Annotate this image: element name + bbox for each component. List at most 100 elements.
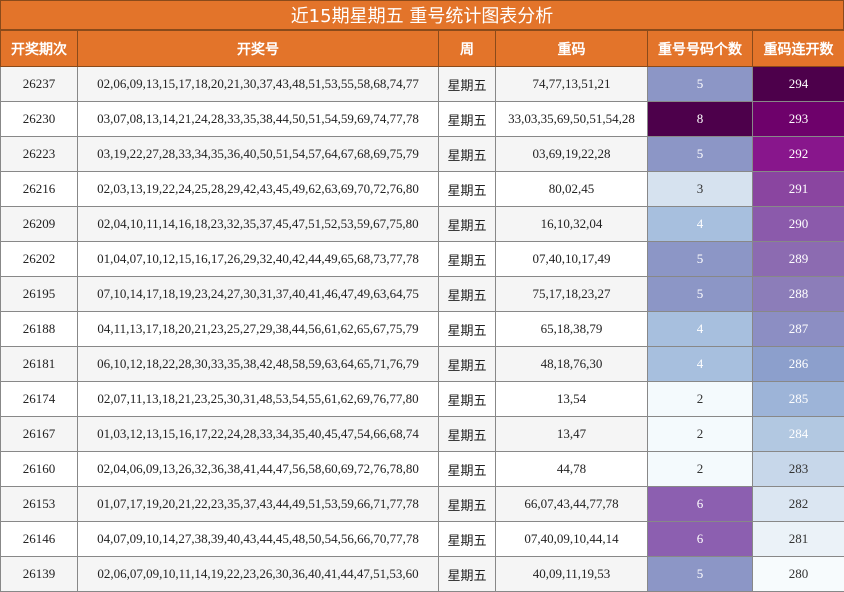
cell-numbers: 03,19,22,27,28,33,34,35,36,40,50,51,54,5… <box>77 136 439 172</box>
cell-streak: 291 <box>752 171 844 207</box>
cell-repeat: 16,10,32,04 <box>495 206 648 242</box>
cell-week: 星期五 <box>438 241 496 277</box>
cell-week: 星期五 <box>438 416 496 452</box>
cell-period: 26195 <box>0 276 78 312</box>
cell-period: 26139 <box>0 556 78 592</box>
cell-streak: 290 <box>752 206 844 242</box>
cell-week: 星期五 <box>438 346 496 382</box>
cell-repeat-count: 5 <box>647 241 753 277</box>
header-week: 周 <box>438 30 496 67</box>
cell-repeat-count: 5 <box>647 136 753 172</box>
cell-numbers: 02,06,07,09,10,11,14,19,22,23,26,30,36,4… <box>77 556 439 592</box>
cell-repeat: 74,77,13,51,21 <box>495 66 648 102</box>
cell-repeat-count: 2 <box>647 451 753 487</box>
cell-period: 26160 <box>0 451 78 487</box>
cell-repeat: 75,17,18,23,27 <box>495 276 648 312</box>
cell-period: 26181 <box>0 346 78 382</box>
cell-period: 26216 <box>0 171 78 207</box>
table-row: 26153 01,07,17,19,20,21,22,23,35,37,43,44… <box>0 486 844 522</box>
table-body: 26237 02,06,09,13,15,17,18,20,21,30,37,43… <box>0 66 844 592</box>
cell-repeat: 03,69,19,22,28 <box>495 136 648 172</box>
cell-numbers: 02,04,06,09,13,26,32,36,38,41,44,47,56,5… <box>77 451 439 487</box>
cell-streak: 289 <box>752 241 844 277</box>
cell-streak: 280 <box>752 556 844 592</box>
cell-week: 星期五 <box>438 276 496 312</box>
cell-streak: 282 <box>752 486 844 522</box>
table-row: 26167 01,03,12,13,15,16,17,22,24,28,33,34… <box>0 416 844 452</box>
cell-repeat-count: 5 <box>647 66 753 102</box>
cell-repeat: 48,18,76,30 <box>495 346 648 382</box>
cell-repeat: 13,47 <box>495 416 648 452</box>
cell-week: 星期五 <box>438 136 496 172</box>
cell-streak: 283 <box>752 451 844 487</box>
cell-repeat-count: 4 <box>647 346 753 382</box>
header-row: 开奖期次 开奖号 周 重码 重号号码个数 重码连开数 <box>0 30 844 67</box>
cell-numbers: 02,04,10,11,14,16,18,23,32,35,37,45,47,5… <box>77 206 439 242</box>
cell-streak: 293 <box>752 101 844 137</box>
cell-repeat-count: 6 <box>647 486 753 522</box>
cell-repeat-count: 3 <box>647 171 753 207</box>
cell-week: 星期五 <box>438 66 496 102</box>
cell-period: 26230 <box>0 101 78 137</box>
table-row: 26237 02,06,09,13,15,17,18,20,21,30,37,43… <box>0 66 844 102</box>
repeat-stats-table: 开奖期次 开奖号 周 重码 重号号码个数 重码连开数 26237 02,06,09… <box>0 30 844 592</box>
cell-streak: 294 <box>752 66 844 102</box>
cell-repeat: 65,18,38,79 <box>495 311 648 347</box>
cell-streak: 284 <box>752 416 844 452</box>
cell-week: 星期五 <box>438 451 496 487</box>
header-repeat-count: 重号号码个数 <box>647 30 753 67</box>
cell-week: 星期五 <box>438 311 496 347</box>
cell-week: 星期五 <box>438 486 496 522</box>
cell-streak: 287 <box>752 311 844 347</box>
cell-streak: 292 <box>752 136 844 172</box>
cell-numbers: 02,06,09,13,15,17,18,20,21,30,37,43,48,5… <box>77 66 439 102</box>
cell-period: 26146 <box>0 521 78 557</box>
cell-streak: 288 <box>752 276 844 312</box>
cell-numbers: 02,07,11,13,18,21,23,25,30,31,48,53,54,5… <box>77 381 439 417</box>
cell-period: 26153 <box>0 486 78 522</box>
cell-repeat: 80,02,45 <box>495 171 648 207</box>
table-row: 26188 04,11,13,17,18,20,21,23,25,27,29,38… <box>0 311 844 347</box>
cell-period: 26188 <box>0 311 78 347</box>
cell-repeat: 33,03,35,69,50,51,54,28 <box>495 101 648 137</box>
cell-streak: 285 <box>752 381 844 417</box>
cell-week: 星期五 <box>438 556 496 592</box>
table-row: 26195 07,10,14,17,18,19,23,24,27,30,31,37… <box>0 276 844 312</box>
table-row: 26146 04,07,09,10,14,27,38,39,40,43,44,45… <box>0 521 844 557</box>
table-row: 26230 03,07,08,13,14,21,24,28,33,35,38,44… <box>0 101 844 137</box>
cell-repeat: 40,09,11,19,53 <box>495 556 648 592</box>
cell-streak: 286 <box>752 346 844 382</box>
cell-repeat: 66,07,43,44,77,78 <box>495 486 648 522</box>
cell-repeat-count: 4 <box>647 311 753 347</box>
table-row: 26181 06,10,12,18,22,28,30,33,35,38,42,48… <box>0 346 844 382</box>
cell-repeat-count: 6 <box>647 521 753 557</box>
header-period: 开奖期次 <box>0 30 78 67</box>
cell-numbers: 02,03,13,19,22,24,25,28,29,42,43,45,49,6… <box>77 171 439 207</box>
cell-repeat-count: 5 <box>647 556 753 592</box>
cell-repeat-count: 2 <box>647 416 753 452</box>
cell-numbers: 03,07,08,13,14,21,24,28,33,35,38,44,50,5… <box>77 101 439 137</box>
table-row: 26202 01,04,07,10,12,15,16,17,26,29,32,40… <box>0 241 844 277</box>
table-row: 26160 02,04,06,09,13,26,32,36,38,41,44,47… <box>0 451 844 487</box>
cell-week: 星期五 <box>438 171 496 207</box>
table-row: 26223 03,19,22,27,28,33,34,35,36,40,50,51… <box>0 136 844 172</box>
cell-numbers: 07,10,14,17,18,19,23,24,27,30,31,37,40,4… <box>77 276 439 312</box>
table-row: 26209 02,04,10,11,14,16,18,23,32,35,37,45… <box>0 206 844 242</box>
cell-repeat: 07,40,10,17,49 <box>495 241 648 277</box>
table-row: 26139 02,06,07,09,10,11,14,19,22,23,26,30… <box>0 556 844 592</box>
cell-period: 26237 <box>0 66 78 102</box>
cell-numbers: 01,04,07,10,12,15,16,17,26,29,32,40,42,4… <box>77 241 439 277</box>
cell-repeat: 44,78 <box>495 451 648 487</box>
cell-repeat-count: 4 <box>647 206 753 242</box>
cell-numbers: 04,07,09,10,14,27,38,39,40,43,44,45,48,5… <box>77 521 439 557</box>
cell-numbers: 06,10,12,18,22,28,30,33,35,38,42,48,58,5… <box>77 346 439 382</box>
cell-week: 星期五 <box>438 101 496 137</box>
cell-repeat-count: 5 <box>647 276 753 312</box>
cell-numbers: 01,07,17,19,20,21,22,23,35,37,43,44,49,5… <box>77 486 439 522</box>
cell-numbers: 01,03,12,13,15,16,17,22,24,28,33,34,35,4… <box>77 416 439 452</box>
cell-streak: 281 <box>752 521 844 557</box>
cell-week: 星期五 <box>438 381 496 417</box>
cell-period: 26167 <box>0 416 78 452</box>
table-row: 26216 02,03,13,19,22,24,25,28,29,42,43,45… <box>0 171 844 207</box>
